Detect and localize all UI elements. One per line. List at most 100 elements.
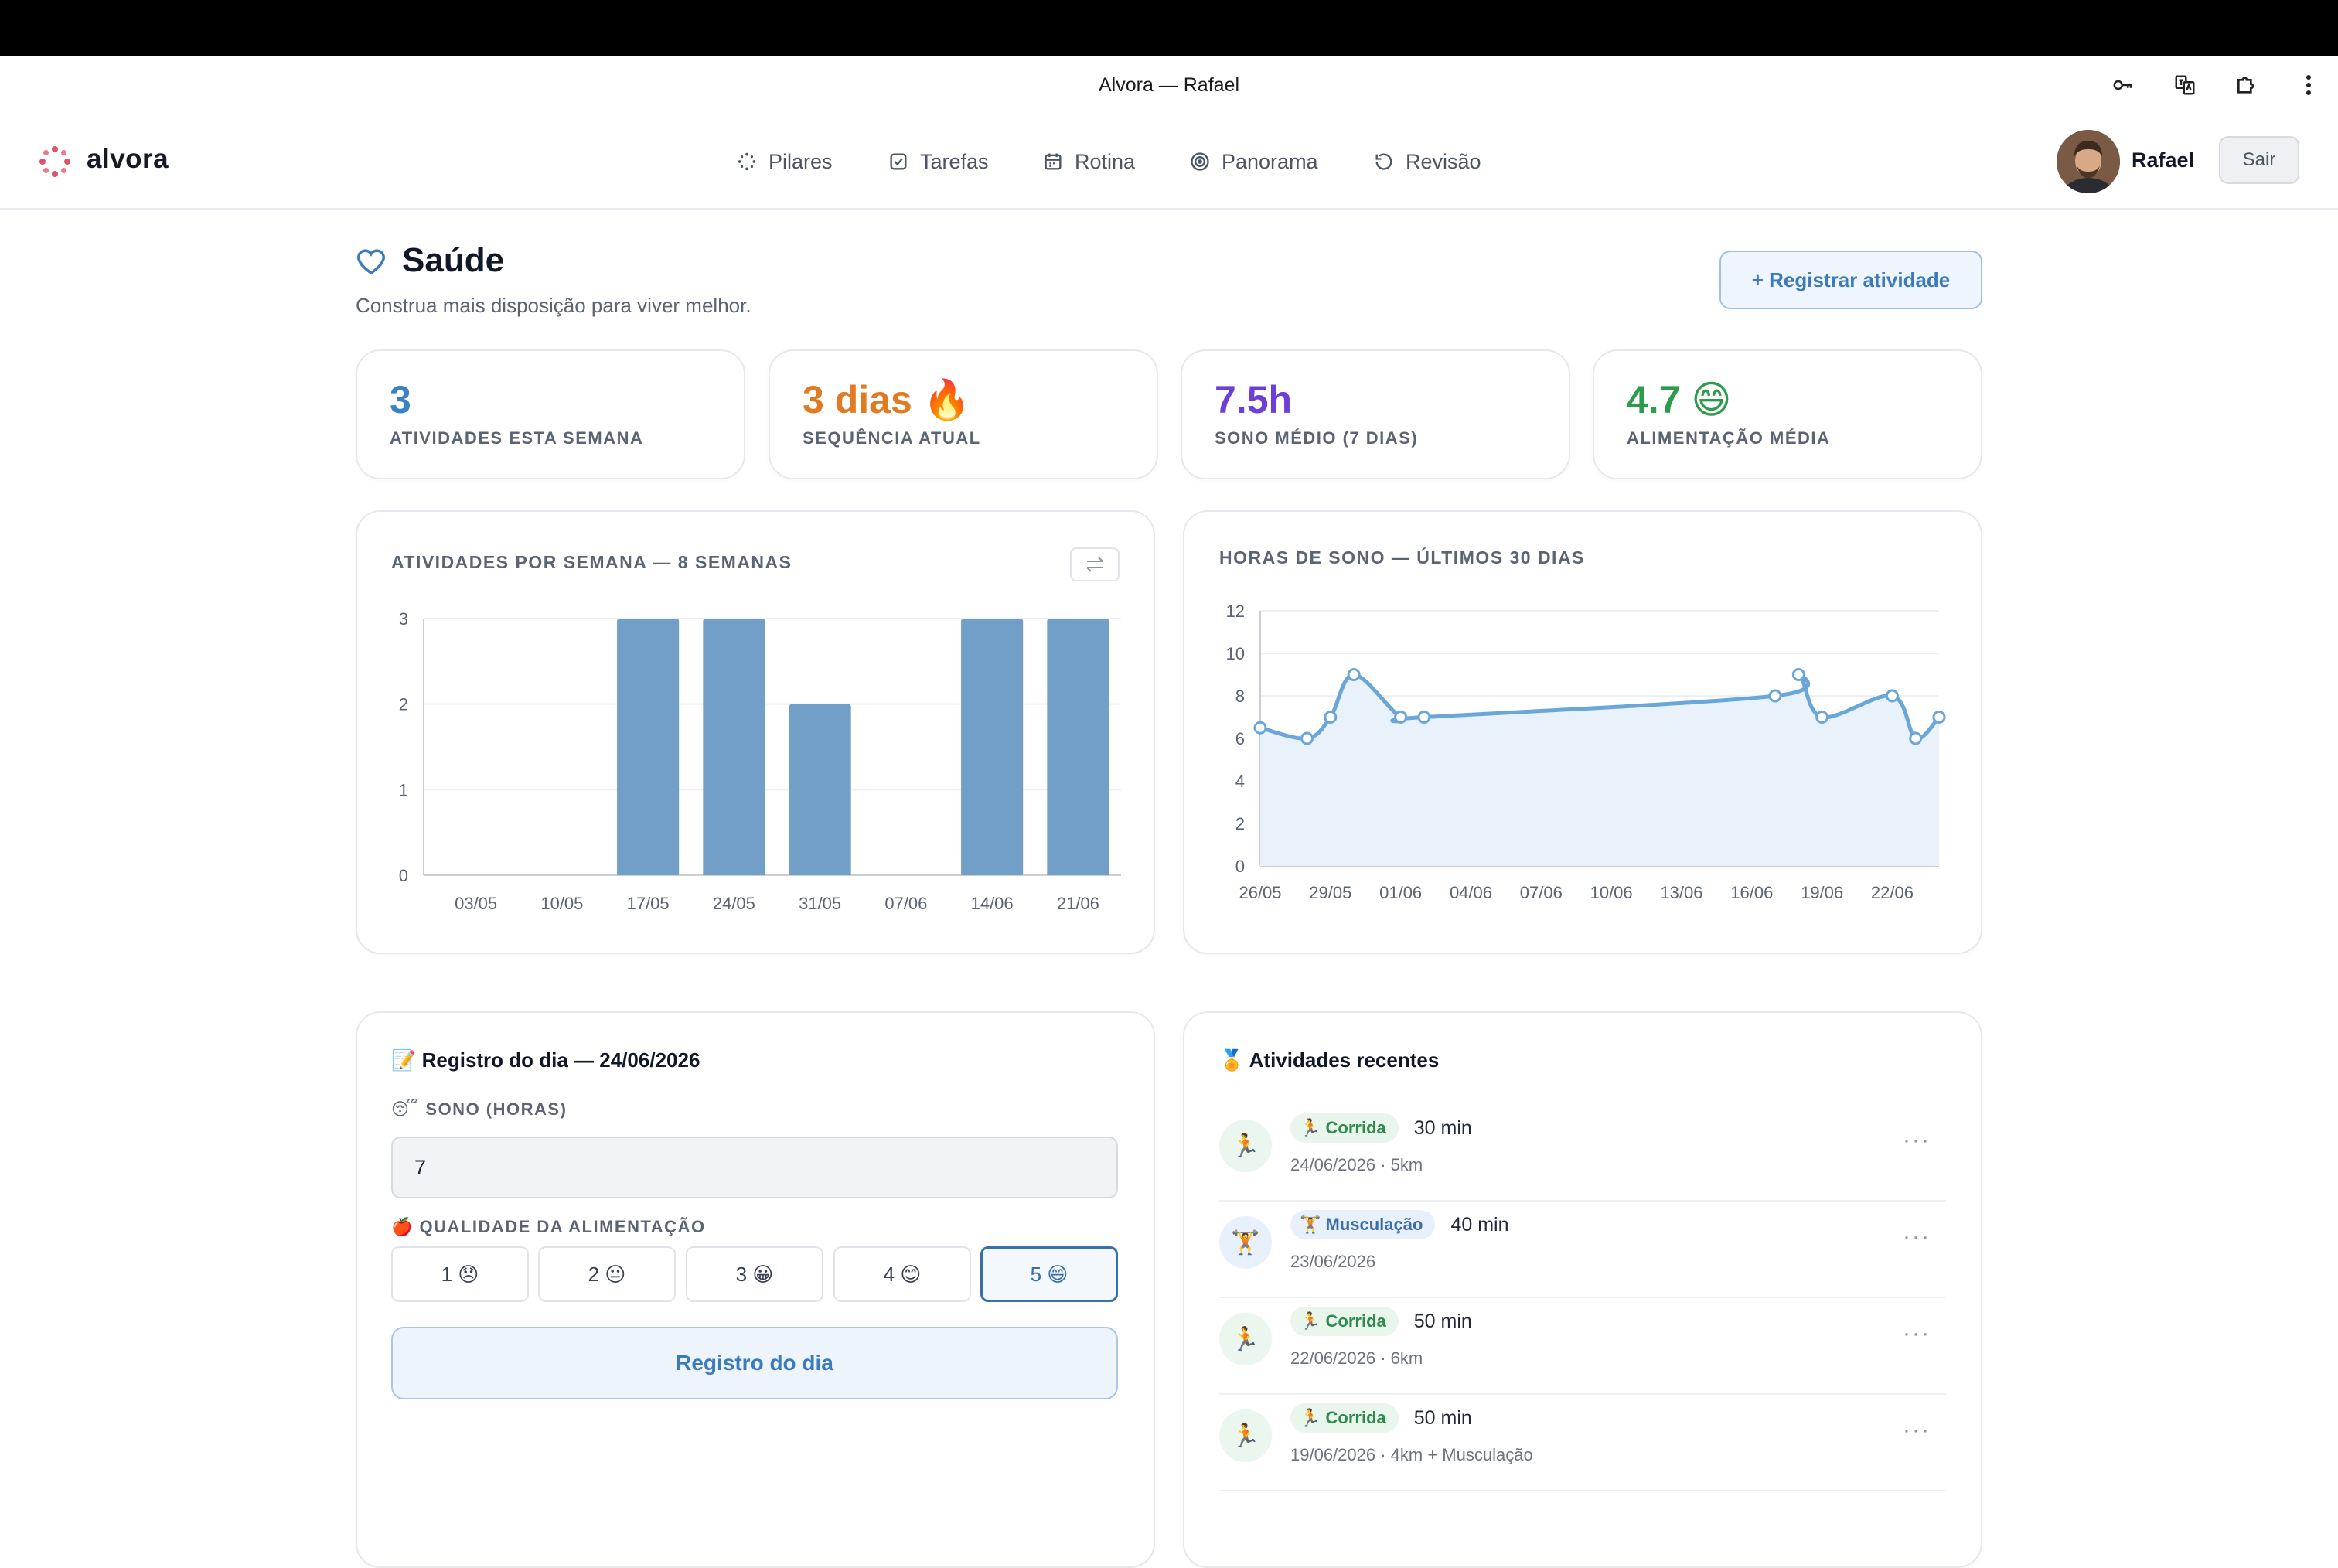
stat-value: 3 dias 🔥 [803, 378, 971, 421]
activity-head: 🏋 Musculação 40 min [1290, 1210, 1508, 1239]
activity-duration: 50 min [1413, 1310, 1472, 1332]
activity-row[interactable]: 🏋 🏋 Musculação 40 min 23/06/2026 ··· [1219, 1210, 1946, 1307]
activity-tag: 🏃 Corrida [1290, 1403, 1399, 1433]
stat-card-sleep: 7.5h SONO MÉDIO (7 DIAS) [1181, 349, 1570, 479]
translate-icon[interactable] [2171, 71, 2199, 99]
y-tick-label: 0 [1235, 857, 1245, 876]
data-point [1768, 689, 1782, 703]
key-icon[interactable] [2109, 71, 2137, 99]
nav-tarefas[interactable]: Tarefas [888, 148, 989, 175]
data-point [1932, 711, 1946, 724]
x-tick-label: 10/06 [1590, 883, 1633, 902]
activity-duration: 30 min [1413, 1116, 1472, 1139]
nav-revisao[interactable]: Revisão [1373, 148, 1481, 175]
nav-panorama[interactable]: Panorama [1189, 148, 1318, 175]
divider [1219, 1200, 1946, 1202]
sleep-line-chart: 0 2 4 6 8 10 12 26/05 29/05 01/06 04/06 07/06 10/06 1… [1226, 602, 1946, 902]
avatar[interactable] [2057, 130, 2120, 193]
target-icon [1191, 152, 1209, 171]
food-option-3[interactable]: 3 😀 [686, 1246, 823, 1302]
sleep-hours-input[interactable]: 7 [391, 1137, 1118, 1198]
data-point [1324, 711, 1338, 724]
x-tick-label: 24/05 [713, 894, 755, 913]
food-option-1[interactable]: 1 😞 [391, 1246, 529, 1302]
bar [961, 619, 1024, 875]
stat-card-food: 4.7 😄 ALIMENTAÇÃO MÉDIA [1593, 349, 1982, 479]
activity-duration: 50 min [1413, 1406, 1472, 1429]
activity-detail: · 5km [1375, 1155, 1423, 1174]
activity-row[interactable]: 🏃 🏃 Corrida 50 min 19/06/2026 · 4km + Muscu… [1219, 1403, 1946, 1500]
divider [1219, 1297, 1946, 1298]
stat-label: ALIMENTAÇÃO MÉDIA [1627, 428, 1831, 448]
more-options-icon[interactable]: ··· [1903, 1224, 1931, 1249]
x-tick-label: 03/05 [455, 894, 497, 913]
food-option-4[interactable]: 4 😊 [833, 1246, 971, 1302]
x-tick-label: 31/05 [799, 894, 841, 913]
sleep-label: 😴 SONO (HORAS) [391, 1099, 567, 1119]
activity-tag: 🏃 Corrida [1290, 1307, 1399, 1336]
nav-rotina[interactable]: Rotina [1042, 148, 1135, 175]
submit-daily-log-button[interactable]: Registro do dia [391, 1327, 1118, 1399]
stat-label: SONO MÉDIO (7 DIAS) [1215, 428, 1419, 448]
add-activity-button[interactable]: + Registrar atividade [1719, 251, 1982, 309]
activity-head: 🏃 Corrida 30 min [1290, 1113, 1472, 1143]
food-quality-label: 🍎 QUALIDADE DA ALIMENTAÇÃO [391, 1217, 706, 1236]
y-tick-label: 1 [399, 780, 408, 799]
logo-icon[interactable] [39, 145, 71, 178]
sleep-area [1260, 673, 1939, 866]
extension-icon[interactable] [2233, 71, 2261, 99]
data-point [1300, 731, 1314, 745]
page-subtitle: Construa mais disposição para viver melh… [356, 294, 752, 317]
x-tick-label: 01/06 [1379, 883, 1422, 902]
calendar-icon [1045, 153, 1062, 170]
activity-icon: 🏃 [1219, 1120, 1272, 1172]
food-option-5[interactable]: 5 😄 [980, 1246, 1118, 1302]
x-tick-label: 07/06 [1520, 883, 1563, 902]
data-point [1253, 721, 1267, 735]
data-point [1394, 711, 1408, 724]
nav-pilares[interactable]: Pilares [736, 148, 833, 175]
x-tick-label: 17/05 [627, 894, 670, 913]
activity-date: 23/06/2026 [1290, 1252, 1376, 1271]
divider [1219, 1393, 1946, 1395]
activity-icon: 🏃 [1219, 1313, 1272, 1365]
stat-label: ATIVIDADES ESTA SEMANA [390, 428, 644, 448]
x-tick-label: 16/06 [1730, 883, 1773, 902]
stat-label: SEQUÊNCIA ATUAL [803, 428, 981, 448]
bar-chart: 0 1 2 3 03/05 10/05 17/05 24/05 31/05 07/06 14/06 2… [399, 609, 1121, 913]
activity-list: 🏃 🏃 Corrida 30 min 24/06/2026 · 5km ··· 🏋 🏋 Mu… [1219, 1113, 1946, 1519]
app-navbar [0, 117, 2338, 210]
recent-activities-card [1183, 1011, 1982, 1568]
y-tick-label: 4 [1235, 772, 1245, 791]
nav-label: Panorama [1222, 149, 1318, 173]
more-options-icon[interactable]: ··· [1903, 1417, 1931, 1443]
activity-date: 19/06/2026 [1290, 1445, 1376, 1464]
y-tick-label: 10 [1226, 644, 1245, 663]
recent-activities-title: 🏅 Atividades recentes [1219, 1048, 1440, 1072]
logout-button[interactable]: Sair [2219, 136, 2299, 184]
data-point [1417, 711, 1431, 724]
daily-log-title: 📝 Registro do dia — 24/06/2026 [391, 1048, 700, 1072]
nav-label: Rotina [1075, 149, 1136, 173]
swap-icon [1086, 557, 1103, 572]
stat-value: 3 [390, 378, 411, 421]
activity-row[interactable]: 🏃 🏃 Corrida 50 min 22/06/2026 · 6km ··· [1219, 1307, 1946, 1403]
logo-text[interactable]: alvora [87, 144, 169, 174]
more-options-icon[interactable]: ··· [1903, 1127, 1931, 1153]
y-tick-label: 2 [1235, 814, 1245, 833]
data-point [1791, 668, 1805, 681]
activity-row[interactable]: 🏃 🏃 Corrida 30 min 24/06/2026 · 5km ··· [1219, 1113, 1946, 1210]
food-option-2[interactable]: 2 😐 [538, 1246, 676, 1302]
x-tick-label: 22/06 [1871, 883, 1914, 902]
data-point [1909, 731, 1923, 745]
activity-meta: 24/06/2026 · 5km [1290, 1155, 1423, 1175]
y-tick-label: 3 [399, 609, 408, 629]
x-tick-label: 04/06 [1450, 883, 1492, 902]
more-options-icon[interactable]: ··· [1903, 1321, 1931, 1346]
y-tick-label: 6 [1235, 729, 1245, 748]
kebab-menu-icon[interactable] [2295, 71, 2323, 99]
swap-chart-button[interactable] [1070, 547, 1120, 581]
data-point [1885, 689, 1899, 703]
stat-value: 7.5h [1215, 378, 1293, 421]
